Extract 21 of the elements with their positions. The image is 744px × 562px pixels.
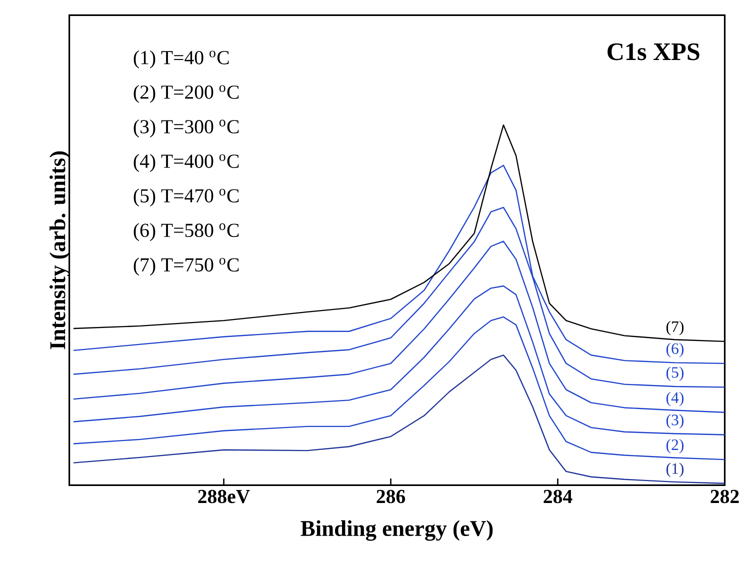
series-label: (2) xyxy=(666,438,684,454)
annotation: (4) T=400 $^{o}$C xyxy=(134,154,239,172)
series-label: (7) xyxy=(666,320,684,336)
annotation: (6) T=580 $^{o}$C xyxy=(134,222,239,241)
x-tick-label: 282 xyxy=(710,490,739,503)
chart-title: C1s XPS xyxy=(608,43,700,60)
series-label: (6) xyxy=(666,342,684,358)
annotation: (5) T=470 $^{o}$C xyxy=(134,188,239,206)
series-label: (3) xyxy=(666,414,684,428)
annotation: (7) T=750 $^{o}$C xyxy=(134,257,239,276)
text: (1) T=40 $^{o}$C xyxy=(134,50,229,68)
x-tick-label: 284 xyxy=(544,490,572,503)
x-tick-label: 288eV xyxy=(198,490,250,504)
series-label: (5) xyxy=(666,366,684,381)
text: (2) T=200 $^{o}$C xyxy=(134,84,239,103)
x-axis-title: Binding energy (eV) xyxy=(300,520,493,541)
annotation: (3) T=300 $^{o}$C xyxy=(134,119,239,138)
series-label: (4) xyxy=(666,392,684,406)
x-tick-label: 286 xyxy=(376,490,406,503)
series-label: (1) xyxy=(666,462,684,477)
y-axis-title: Intensity (arb. units) xyxy=(50,151,70,349)
